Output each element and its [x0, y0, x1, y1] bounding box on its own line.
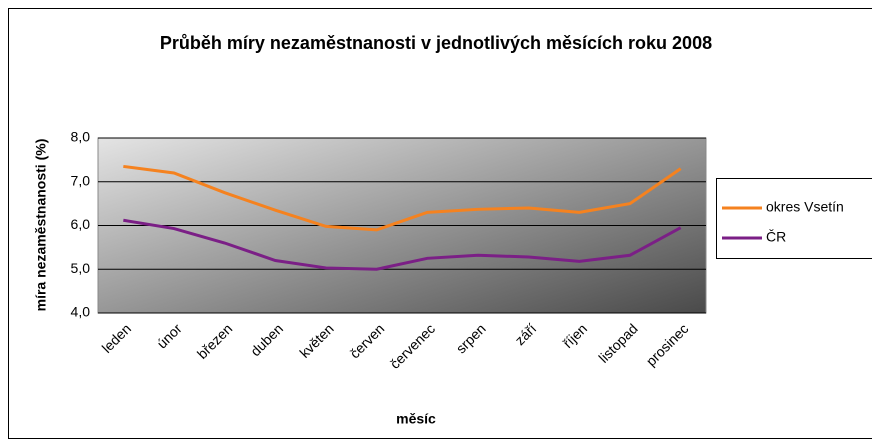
y-tick-label: 6,0 — [71, 216, 91, 232]
legend-label: okres Vsetín — [766, 199, 844, 215]
legend-label: ČR — [766, 229, 786, 245]
chart-title: Průběh míry nezaměstnanosti v jednotlivý… — [159, 33, 713, 53]
y-tick-label: 4,0 — [71, 304, 91, 320]
line-series — [123, 164, 682, 232]
y-tick-label: 5,0 — [71, 260, 91, 276]
line-series — [123, 218, 682, 271]
legend-box — [716, 178, 872, 259]
y-tick-label: 7,0 — [71, 172, 91, 188]
y-axis-title: míra nezaměstnanosti (%) — [33, 139, 49, 312]
x-axis-title: měsíc — [396, 411, 436, 427]
y-tick-label: 8,0 — [71, 129, 91, 145]
